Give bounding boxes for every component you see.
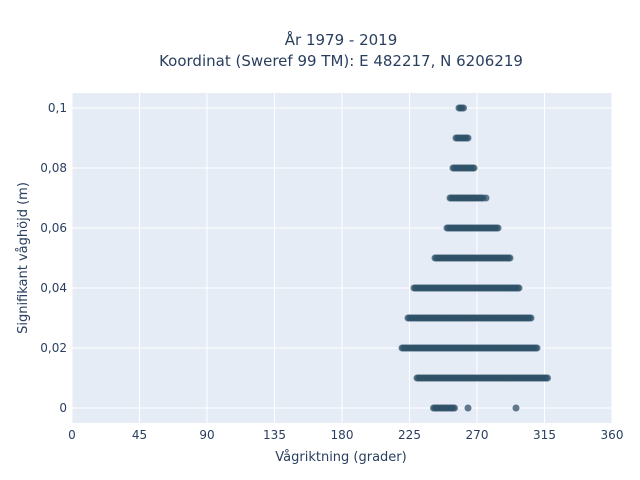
- x-tick-label: 270: [466, 428, 489, 442]
- x-tick-label: 135: [263, 428, 286, 442]
- scatter-point: [506, 254, 514, 262]
- x-tick-label: 45: [132, 428, 147, 442]
- x-tick-label: 90: [199, 428, 214, 442]
- x-tick-label: 315: [533, 428, 556, 442]
- x-tick-label: 0: [68, 428, 76, 442]
- tick-labels: 0 45 90 135 180 225 270 315 360 0 0,02 0,04 0,06 0,08…: [40, 101, 623, 442]
- data-points: [398, 104, 551, 412]
- scatter-point: [544, 374, 551, 382]
- scatter-point: [527, 314, 535, 322]
- y-tick-label: 0,04: [40, 281, 67, 295]
- scatter-point: [494, 224, 502, 232]
- x-tick-label: 360: [601, 428, 624, 442]
- x-axis-title: Vågriktning (grader): [275, 450, 406, 465]
- y-tick-label: 0: [59, 401, 67, 415]
- scatter-point: [512, 404, 520, 412]
- x-tick-label: 225: [398, 428, 421, 442]
- chart-title-line1: År 1979 - 2019: [285, 30, 398, 49]
- chart-title-line2: Koordinat (Sweref 99 TM): E 482217, N 62…: [159, 52, 523, 70]
- x-tick-label: 180: [331, 428, 354, 442]
- y-tick-label: 0,1: [48, 101, 67, 115]
- scatter-point: [515, 284, 523, 292]
- scatter-point: [470, 164, 478, 172]
- scatter-point: [482, 194, 490, 202]
- scatter-point: [460, 104, 467, 112]
- scatter-point: [533, 344, 541, 352]
- y-tick-label: 0,08: [40, 161, 67, 175]
- scatter-point: [451, 404, 458, 412]
- scatter-point: [464, 404, 472, 412]
- y-tick-label: 0,06: [40, 221, 67, 235]
- y-tick-label: 0,02: [40, 341, 67, 355]
- y-axis-title: Signifikant våghöjd (m): [16, 182, 31, 334]
- scatter-point: [464, 134, 472, 142]
